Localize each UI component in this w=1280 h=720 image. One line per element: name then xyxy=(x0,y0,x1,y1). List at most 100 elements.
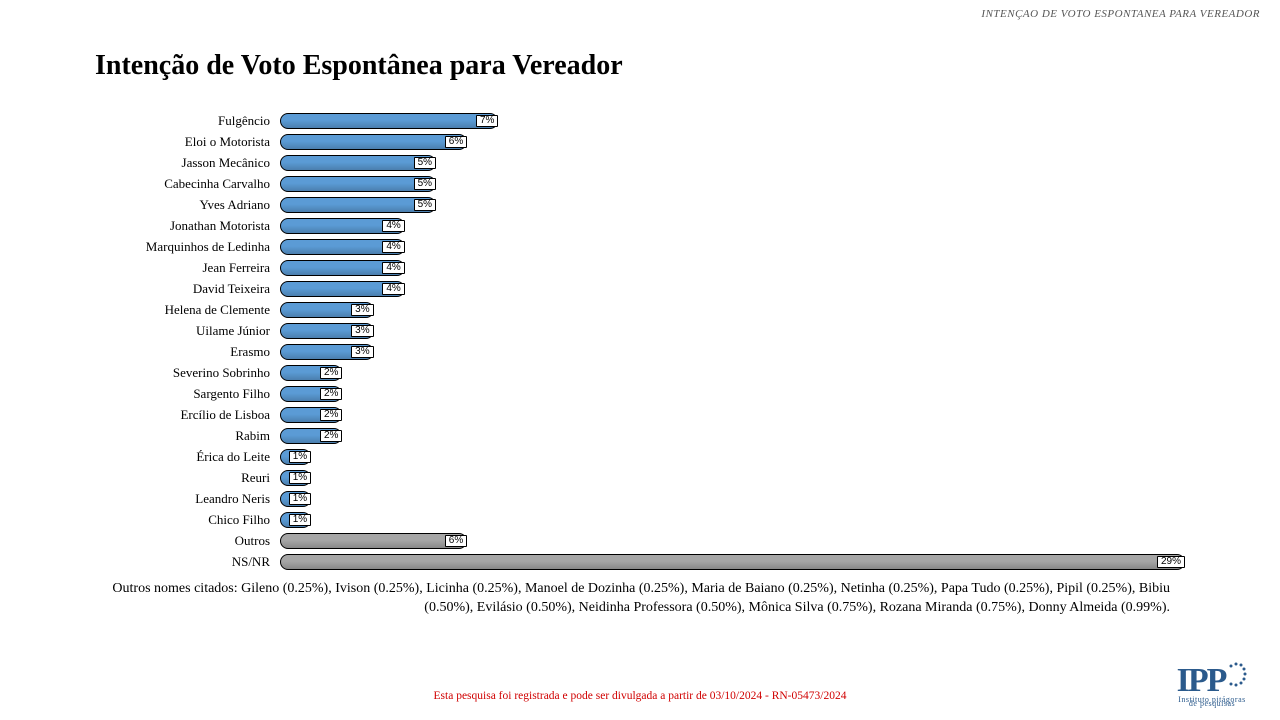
bar: 1% xyxy=(280,470,311,486)
bar-track: 2% xyxy=(280,386,1185,402)
bar-track: 6% xyxy=(280,134,1185,150)
bar-value: 6% xyxy=(445,535,467,547)
bar-value: 1% xyxy=(289,472,311,484)
bar-label: Fulgêncio xyxy=(95,113,280,129)
bar-label: Helena de Clemente xyxy=(95,302,280,318)
bar-track: 1% xyxy=(280,470,1185,486)
logo: IPP Instituto pitágoras de pesquisas xyxy=(1162,662,1262,708)
bar-row: Erasmo 3% xyxy=(95,341,1185,362)
bar-row: NS/NR29% xyxy=(95,551,1185,572)
bar-track: 7% xyxy=(280,113,1185,129)
bar-track: 3% xyxy=(280,344,1185,360)
bar-value: 3% xyxy=(351,325,373,337)
bar: 4% xyxy=(280,260,405,276)
bar: 4% xyxy=(280,281,405,297)
bar-row: Érica do Leite 1% xyxy=(95,446,1185,467)
bar-label: Ercílio de Lisboa xyxy=(95,407,280,423)
bar-label: Reuri xyxy=(95,470,280,486)
bar-value: 1% xyxy=(289,493,311,505)
bar-track: 4% xyxy=(280,260,1185,276)
bar-label: Uilame Júnior xyxy=(95,323,280,339)
bar-row: Severino Sobrinho 2% xyxy=(95,362,1185,383)
bar-label: Sargento Filho xyxy=(95,386,280,402)
bar: 3% xyxy=(280,344,374,360)
bar: 1% xyxy=(280,449,311,465)
bar-value: 4% xyxy=(382,241,404,253)
bar-label: NS/NR xyxy=(95,554,280,570)
header-small: INTENÇAO DE VOTO ESPONTANEA PARA VEREADO… xyxy=(981,8,1260,20)
bar-track: 1% xyxy=(280,512,1185,528)
disclaimer: Esta pesquisa foi registrada e pode ser … xyxy=(0,690,1280,702)
bar-value: 5% xyxy=(414,199,436,211)
bar-track: 3% xyxy=(280,323,1185,339)
bar: 1% xyxy=(280,512,311,528)
bar-track: 4% xyxy=(280,239,1185,255)
bar-label: Erasmo xyxy=(95,344,280,360)
bar-value: 3% xyxy=(351,346,373,358)
bar: 7% xyxy=(280,113,498,129)
bar: 2% xyxy=(280,428,342,444)
bar-row: Yves Adriano 5% xyxy=(95,194,1185,215)
bar-value: 2% xyxy=(320,367,342,379)
bar: 5% xyxy=(280,197,436,213)
bar-label: David Teixeira xyxy=(95,281,280,297)
bar-row: Ercílio de Lisboa 2% xyxy=(95,404,1185,425)
bar-track: 2% xyxy=(280,428,1185,444)
bar: 5% xyxy=(280,155,436,171)
bar-chart: Fulgêncio7%Eloi o Motorista6%Jasson Mecâ… xyxy=(95,110,1185,572)
bar: 2% xyxy=(280,407,342,423)
bar-track: 5% xyxy=(280,155,1185,171)
bar-label: Jonathan Motorista xyxy=(95,218,280,234)
footnote-others: Outros nomes citados: Gileno (0.25%), Iv… xyxy=(95,580,1170,618)
bar-track: 4% xyxy=(280,281,1185,297)
bar-row: Leandro Neris 1% xyxy=(95,488,1185,509)
bar-label: Leandro Neris xyxy=(95,491,280,507)
bar-row: Cabecinha Carvalho5% xyxy=(95,173,1185,194)
bar-row: Reuri 1% xyxy=(95,467,1185,488)
bar-value: 4% xyxy=(382,220,404,232)
bar-row: Outros6% xyxy=(95,530,1185,551)
bar-row: Chico Filho1% xyxy=(95,509,1185,530)
bar-value: 2% xyxy=(320,409,342,421)
bar-row: David Teixeira 4% xyxy=(95,278,1185,299)
bar: 3% xyxy=(280,323,374,339)
bar-label: Severino Sobrinho xyxy=(95,365,280,381)
bar: 2% xyxy=(280,365,342,381)
bar-value: 7% xyxy=(476,115,498,127)
bar: 29% xyxy=(280,554,1185,570)
page: INTENÇAO DE VOTO ESPONTANEA PARA VEREADO… xyxy=(0,0,1280,720)
bar-label: Jasson Mecânico xyxy=(95,155,280,171)
bar-value: 5% xyxy=(414,157,436,169)
bar-track: 4% xyxy=(280,218,1185,234)
bar-value: 1% xyxy=(289,514,311,526)
bar-track: 2% xyxy=(280,365,1185,381)
bar-row: Jean Ferreira 4% xyxy=(95,257,1185,278)
bar-value: 2% xyxy=(320,430,342,442)
bar-row: Jonathan Motorista 4% xyxy=(95,215,1185,236)
bar-label: Marquinhos de Ledinha xyxy=(95,239,280,255)
page-title: Intenção de Voto Espontânea para Vereado… xyxy=(95,50,623,82)
bar-value: 4% xyxy=(382,262,404,274)
bar-label: Cabecinha Carvalho xyxy=(95,176,280,192)
bar-value: 1% xyxy=(289,451,311,463)
bar-track: 5% xyxy=(280,176,1185,192)
bar-value: 2% xyxy=(320,388,342,400)
bar-label: Yves Adriano xyxy=(95,197,280,213)
bar-row: Uilame Júnior 3% xyxy=(95,320,1185,341)
bar-label: Rabim xyxy=(95,428,280,444)
bar: 4% xyxy=(280,239,405,255)
bar-row: Helena de Clemente3% xyxy=(95,299,1185,320)
logo-sub2: de pesquisas xyxy=(1162,700,1262,708)
bar: 6% xyxy=(280,134,467,150)
bar-label: Jean Ferreira xyxy=(95,260,280,276)
bar-track: 5% xyxy=(280,197,1185,213)
bar-track: 1% xyxy=(280,449,1185,465)
bar-value: 4% xyxy=(382,283,404,295)
bar-label: Érica do Leite xyxy=(95,449,280,465)
bar: 1% xyxy=(280,491,311,507)
bar-row: Rabim 2% xyxy=(95,425,1185,446)
bar-row: Fulgêncio 7% xyxy=(95,110,1185,131)
bar-row: Marquinhos de Ledinha 4% xyxy=(95,236,1185,257)
bar-track: 6% xyxy=(280,533,1185,549)
bar-track: 2% xyxy=(280,407,1185,423)
